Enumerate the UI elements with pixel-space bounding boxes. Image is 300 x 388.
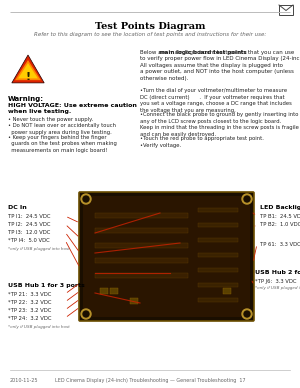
Text: main logic board test points: main logic board test points [159,50,247,55]
Circle shape [244,311,250,317]
Text: USB Hub 1 for 3 ports: USB Hub 1 for 3 ports [8,283,85,288]
Text: •Touch the red probe to appropriate test point.: •Touch the red probe to appropriate test… [140,136,264,141]
Circle shape [242,309,252,319]
Bar [83,196,250,317]
Bar [95,228,188,233]
Text: !: ! [26,72,31,82]
Circle shape [81,194,91,204]
Text: • Never touch the power supply.: • Never touch the power supply. [8,117,93,122]
Text: *TP 21:  3.3 VDC: *TP 21: 3.3 VDC [8,292,51,297]
Text: •Turn the dial of your voltmeter/multimeter to measure
DC (direct current)      : •Turn the dial of your voltmeter/multime… [140,88,292,113]
Text: TP B1:  24.5 VDC: TP B1: 24.5 VDC [260,214,300,219]
Text: *only if USB plugged into host: *only if USB plugged into host [8,247,70,251]
Text: • Keep your fingers behind the finger
  guards on the test probes when making
  : • Keep your fingers behind the finger gu… [8,135,117,153]
Text: TP B2:  1.0 VDC: TP B2: 1.0 VDC [260,222,300,227]
Bar [110,288,118,294]
Bar [198,283,238,287]
Text: TP I3:  12.0 VDC: TP I3: 12.0 VDC [8,230,50,235]
FancyBboxPatch shape [79,192,254,321]
Text: TP I1:  24.5 VDC: TP I1: 24.5 VDC [8,214,50,219]
Bar [198,238,238,242]
Circle shape [81,309,91,319]
Text: DC In: DC In [8,205,27,210]
Text: Refer to this diagram to see the location of test points and instructions for th: Refer to this diagram to see the locatio… [34,32,266,37]
Bar [95,213,188,218]
Circle shape [244,196,250,202]
Text: to verify proper power flow in LED Cinema Display (24-inch).
All voltages assume: to verify proper power flow in LED Cinem… [140,56,300,81]
Polygon shape [18,63,38,78]
Bar [130,298,138,304]
Bar [95,258,188,263]
Text: *TP I4:  5.0 VDC: *TP I4: 5.0 VDC [8,238,50,243]
Text: Test Points Diagram: Test Points Diagram [95,22,205,31]
Bar [198,223,238,227]
Bar [198,268,238,272]
Text: *TP J6:  3.3 VDC: *TP J6: 3.3 VDC [255,279,296,284]
Text: USB Hub 2 for camera & audio: USB Hub 2 for camera & audio [255,270,300,275]
Text: •Verify voltage.: •Verify voltage. [140,144,181,149]
Bar [198,208,238,212]
Text: • Do NOT lean over or accidentally touch
  power supply area during live testing: • Do NOT lean over or accidentally touch… [8,123,116,135]
Circle shape [83,196,89,202]
Text: •Connect the black probe to ground by gently inserting into
any of the LCD screw: •Connect the black probe to ground by ge… [140,112,299,137]
Text: 2010-11-25: 2010-11-25 [10,378,38,383]
Text: *TP 23:  3.2 VDC: *TP 23: 3.2 VDC [8,308,51,313]
Text: LED Cinema Display (24-inch) Troubleshooting — General Troubleshooting  17: LED Cinema Display (24-inch) Troubleshoo… [55,378,245,383]
Text: HIGH VOLTAGE: Use extreme caution: HIGH VOLTAGE: Use extreme caution [8,103,137,108]
Text: TP I2:  24.5 VDC: TP I2: 24.5 VDC [8,222,50,227]
Text: TP 61:  3.3 VDC: TP 61: 3.3 VDC [260,242,300,247]
Text: *TP 24:  3.2 VDC: *TP 24: 3.2 VDC [8,316,52,321]
Bar [223,288,231,294]
Circle shape [83,311,89,317]
Bar [198,253,238,257]
Bar [198,298,238,302]
Bar [95,273,188,278]
Text: when live testing.: when live testing. [8,109,71,114]
Polygon shape [15,60,41,80]
Bar [279,5,293,15]
Text: *TP 22:  3.2 VDC: *TP 22: 3.2 VDC [8,300,52,305]
Text: LED Backlight Driver: LED Backlight Driver [260,205,300,210]
Text: Warning:: Warning: [8,96,44,102]
Polygon shape [12,55,44,83]
Text: *only if USB plugged into host: *only if USB plugged into host [255,286,300,290]
Circle shape [242,194,252,204]
Text: *only if USB plugged into host: *only if USB plugged into host [8,325,70,329]
Bar [95,243,188,248]
Text: Below are main logic board test points that you can use: Below are main logic board test points t… [140,50,294,55]
Bar [100,288,108,294]
